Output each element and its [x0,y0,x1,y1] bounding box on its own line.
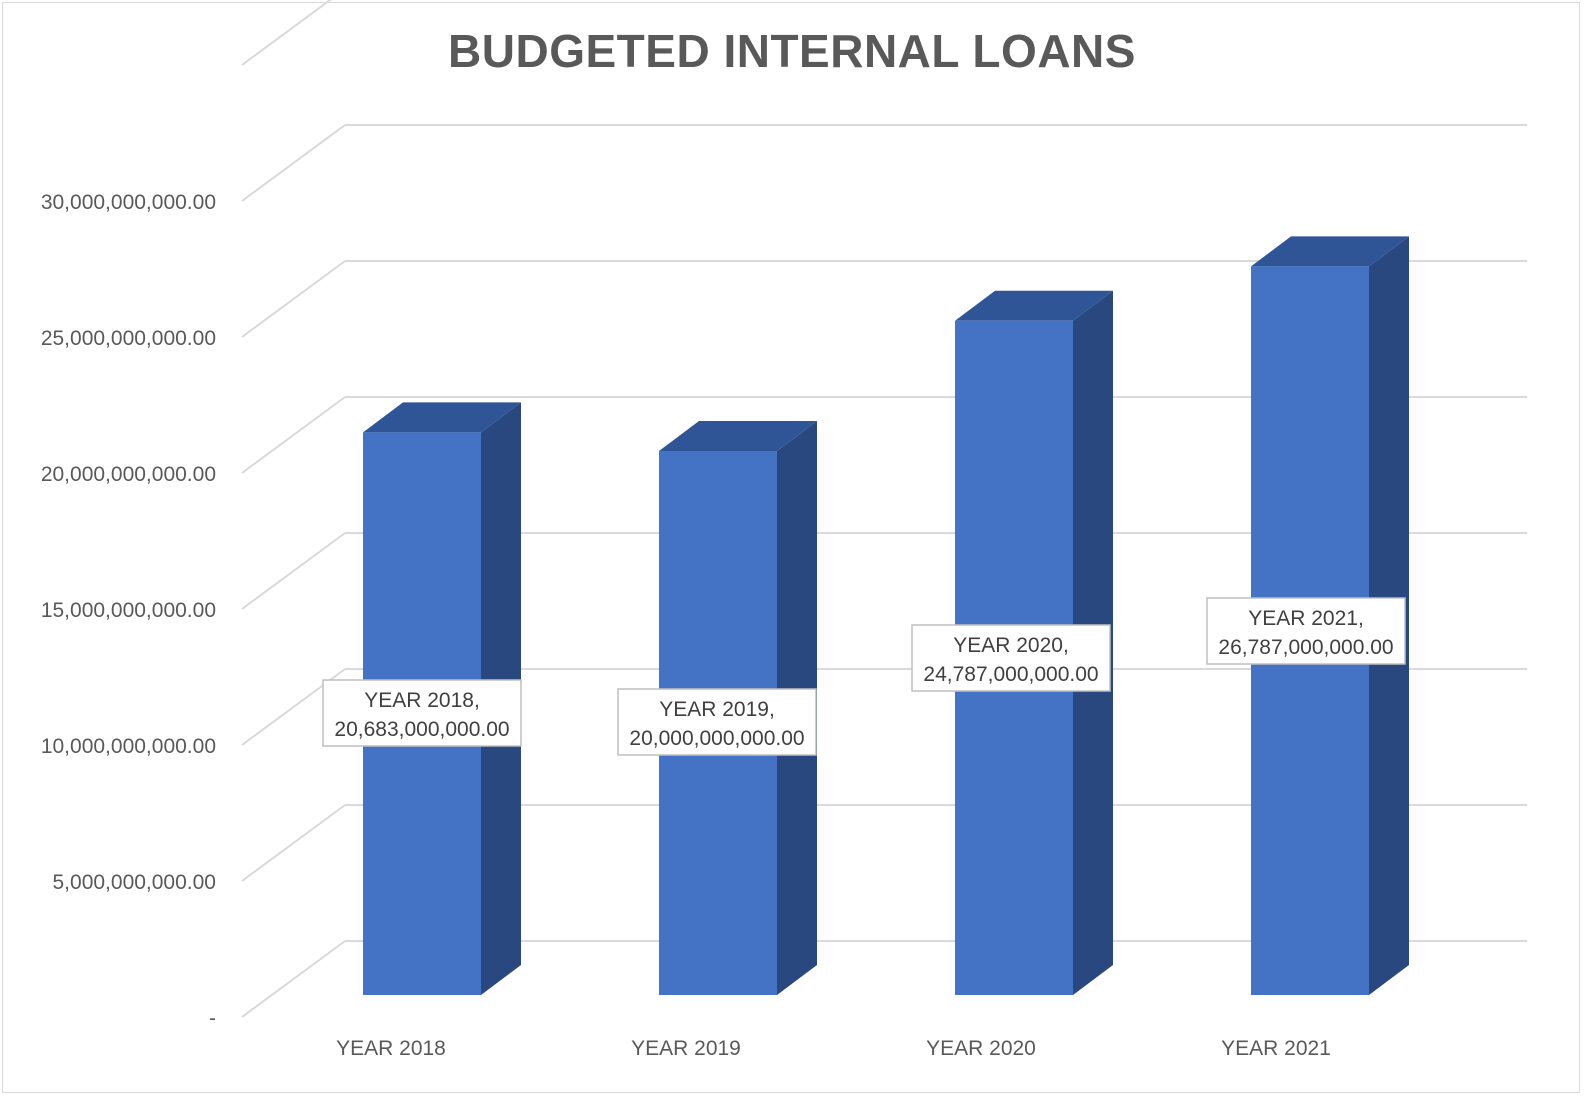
data-label: YEAR 2018, [364,689,480,712]
data-label: 20,000,000,000.00 [629,727,804,750]
y-tick-label: 25,000,000,000.00 [41,327,216,350]
data-label-box [911,624,1111,692]
y-tick-label: - [209,1007,216,1030]
data-label-box [322,679,522,747]
y-tick-label: 30,000,000,000.00 [41,191,216,214]
gridline-depth [241,940,346,1018]
x-tick-label: YEAR 2018 [336,1037,446,1060]
data-label: YEAR 2019, [659,698,775,721]
bar-top [955,290,1113,321]
gridline-depth [241,0,332,66]
data-label: YEAR 2021, [1248,607,1364,630]
gridline-depth [241,804,346,882]
y-tick-label: 5,000,000,000.00 [53,871,217,894]
x-tick-label: YEAR 2021 [1221,1037,1331,1060]
x-tick-label: YEAR 2020 [926,1037,1036,1060]
gridline-depth [241,532,346,610]
data-label: 26,787,000,000.00 [1218,636,1393,659]
data-label: 24,787,000,000.00 [923,663,1098,686]
y-tick-label: 10,000,000,000.00 [41,735,216,758]
gridline-depth [241,260,346,338]
gridline-depth [241,396,346,474]
x-tick-label: YEAR 2019 [631,1037,741,1060]
data-label: YEAR 2020, [953,634,1069,657]
bar-top [363,402,521,433]
data-label: 20,683,000,000.00 [334,718,509,741]
data-label-box [617,688,817,756]
bar-top [1251,236,1409,267]
y-tick-label: 20,000,000,000.00 [41,463,216,486]
gridline-depth [241,124,346,202]
y-tick-label: 15,000,000,000.00 [41,599,216,622]
data-label-box [1206,597,1406,665]
chart-title: BUDGETED INTERNAL LOANS [448,25,1136,77]
bar-top [659,421,817,451]
